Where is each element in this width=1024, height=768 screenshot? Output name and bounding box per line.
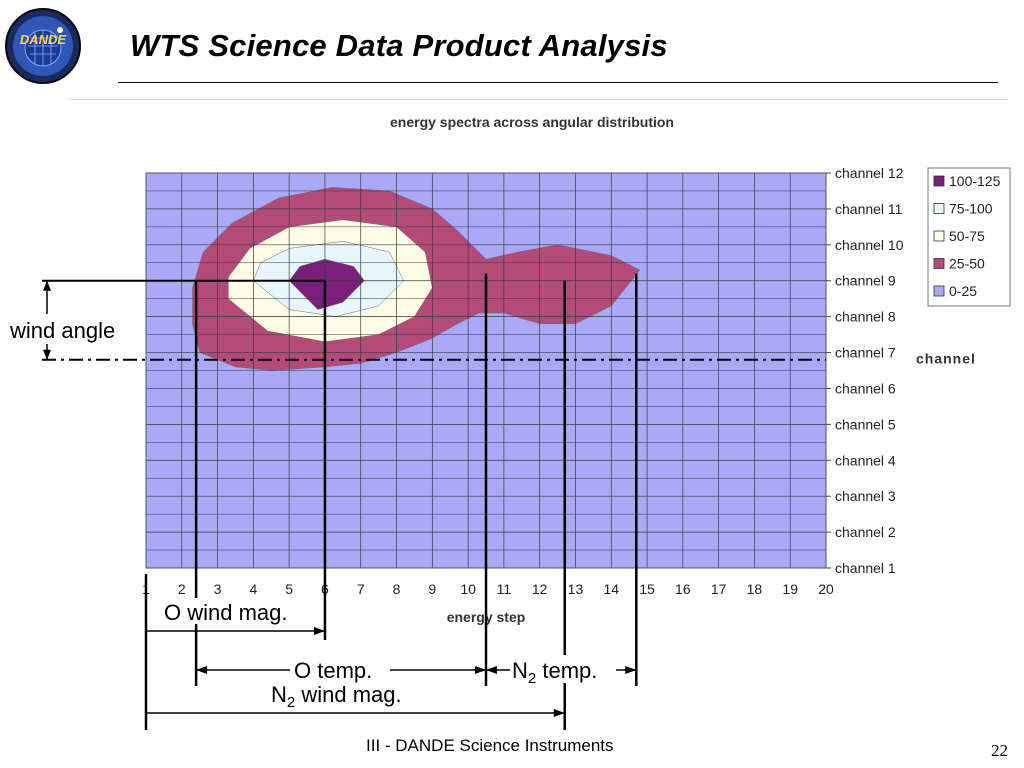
- n2-temp-arrow-head-left: [486, 666, 497, 674]
- n2-wind-arrow-head-right: [553, 709, 565, 717]
- footer-text: III - DANDE Science Instruments: [366, 736, 614, 755]
- x-tick-label: 5: [285, 581, 293, 597]
- y-tick-label: channel 1: [835, 560, 896, 576]
- y-tick-label: channel 11: [835, 201, 903, 217]
- y-tick-label: channel 10: [835, 237, 904, 253]
- x-tick-label: 12: [532, 581, 548, 597]
- o-wind-mag-label: O wind mag.: [164, 600, 288, 625]
- y-tick-label: channel 8: [835, 309, 896, 325]
- wind-angle-label: wind angle: [9, 318, 115, 343]
- x-tick-label: 3: [214, 581, 222, 597]
- x-tick-label: 13: [568, 581, 584, 597]
- legend-swatch: [933, 203, 945, 214]
- x-axis-labels: 1234567891011121314151617181920: [142, 581, 834, 597]
- y-axis-labels: channel 1 channel 2 channel 3 channel 4 chan…: [826, 165, 904, 576]
- x-tick-label: 2: [178, 581, 186, 597]
- y-tick-label: channel 4: [835, 452, 896, 468]
- o-temp-label-bg: [290, 656, 390, 682]
- x-tick-label: 4: [249, 581, 257, 597]
- y-tick-label: channel 6: [835, 380, 896, 396]
- o-wind-label-bg: [160, 598, 310, 624]
- o-temp-arrow-head-right: [475, 666, 486, 674]
- x-tick-label: 20: [818, 581, 834, 597]
- chart-title: energy spectra across angular distributi…: [390, 114, 674, 130]
- x-tick-label: 16: [675, 581, 691, 597]
- legend-swatch: [933, 258, 945, 269]
- x-tick-label: 15: [639, 581, 655, 597]
- n2-temp-label-bg: [510, 655, 616, 683]
- y-tick-label: channel 2: [835, 524, 896, 540]
- y-tick-label: channel 3: [835, 488, 896, 504]
- reference-channel-label: channel: [916, 351, 976, 367]
- x-tick-label: 8: [393, 581, 401, 597]
- logo-lettering: DANDE: [20, 32, 67, 47]
- x-tick-label: 7: [357, 581, 365, 597]
- wind-angle-arrow-down: [43, 349, 51, 360]
- legend-label: 0-25: [949, 283, 977, 299]
- legend-swatch: [933, 285, 945, 297]
- slide-title: WTS Science Data Product Analysis: [130, 28, 668, 63]
- x-tick-label: 9: [428, 581, 436, 597]
- x-tick-label: 17: [711, 581, 727, 597]
- x-tick-label: 14: [603, 581, 619, 597]
- legend-label: 100-125: [949, 173, 1001, 189]
- page-number: 22: [991, 741, 1008, 760]
- x-tick-label: 10: [460, 581, 476, 597]
- wind-angle-label-bg: [6, 314, 134, 344]
- x-tick-label: 11: [497, 581, 512, 597]
- x-tick-label: 19: [782, 581, 798, 597]
- o-wind-arrow-head-right: [313, 627, 325, 635]
- legend-swatch: [933, 230, 945, 242]
- contour-band-100-125: [288, 258, 365, 310]
- y-tick-label: channel 5: [835, 416, 896, 432]
- y-tick-label: channel 12: [835, 165, 904, 181]
- x-tick-label: 18: [747, 581, 763, 597]
- legend-swatch: [933, 175, 945, 187]
- n2-wind-mag-label: N2 wind mag.: [271, 682, 402, 711]
- o-temp-label: O temp.: [294, 658, 372, 683]
- y-tick-label: channel 9: [835, 273, 896, 289]
- n2-temp-arrow-head-right: [625, 666, 637, 674]
- n2-temp-label: N2 temp.: [512, 658, 597, 687]
- dande-logo: DANDE: [2, 8, 84, 84]
- legend-label: 50-75: [949, 228, 985, 244]
- wind-angle-arrow-up: [43, 280, 51, 291]
- legend-label: 75-100: [949, 201, 993, 217]
- dande-mission-logo-icon: DANDE: [5, 8, 81, 84]
- legend-label: 25-50: [949, 256, 985, 272]
- y-tick-label: channel 7: [835, 345, 896, 361]
- title-divider: [118, 82, 998, 83]
- o-temp-arrow-head-left: [196, 666, 208, 674]
- annotation-overlay: channel wind angle O wind mag. O temp. N2 te…: [6, 273, 976, 730]
- legend: 100-125 75-100 50-75 25-50 0-25: [927, 167, 1011, 307]
- chart-frame: [68, 99, 1008, 645]
